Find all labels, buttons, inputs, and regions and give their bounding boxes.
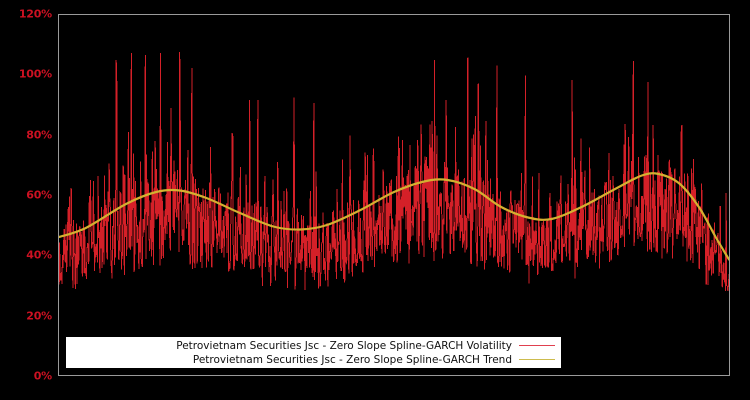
plot-area [58,14,730,376]
y-tick-label: 20% [26,309,52,323]
legend-label-volatility: Petrovietnam Securities Jsc - Zero Slope… [176,339,512,352]
series-svg [59,51,729,292]
y-tick-label: 60% [26,188,52,202]
y-tick-label: 100% [18,67,52,81]
y-tick-label: 80% [26,128,52,142]
volatility-series [59,51,729,292]
legend-swatch-volatility [519,345,555,346]
y-axis: 120% 100% 80% 60% 40% 20% 0% [0,0,52,400]
legend-swatch-trend [519,359,555,360]
y-tick-label: 120% [18,7,52,21]
trend-series [59,172,729,261]
plot-inner [59,15,729,375]
chart-legend: Petrovietnam Securities Jsc - Zero Slope… [66,337,561,368]
legend-entry-volatility: Petrovietnam Securities Jsc - Zero Slope… [66,339,555,353]
legend-entry-trend: Petrovietnam Securities Jsc - Zero Slope… [66,353,555,367]
legend-label-trend: Petrovietnam Securities Jsc - Zero Slope… [192,353,512,366]
y-tick-label: 0% [33,369,52,383]
y-tick-label: 40% [26,248,52,262]
